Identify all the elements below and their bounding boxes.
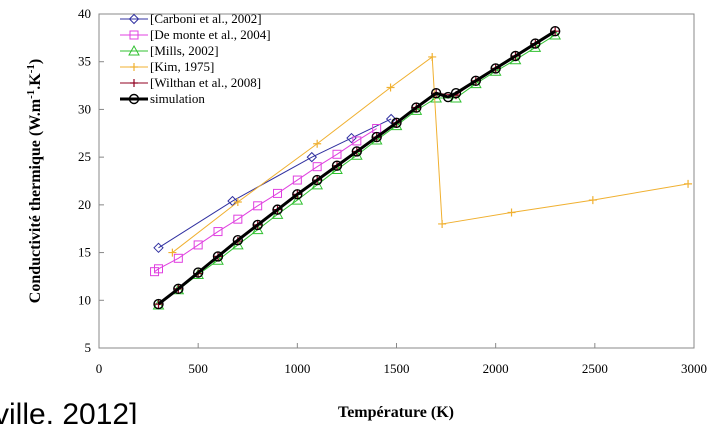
legend-label: [De monte et al., 2004] xyxy=(150,27,271,42)
series-circle-5 xyxy=(153,25,561,310)
y-axis-title-end: ) xyxy=(27,59,44,64)
y-axis-title-main: Conductivité thermique (W.m xyxy=(27,98,44,303)
data-point xyxy=(332,149,342,159)
data-point xyxy=(153,298,164,310)
data-point xyxy=(313,139,322,148)
data-point xyxy=(411,102,422,113)
x-tick-label: 2500 xyxy=(582,361,608,376)
data-point xyxy=(430,88,442,99)
series-line xyxy=(157,29,556,306)
data-point xyxy=(438,219,447,228)
legend-label: [Wilthan et al., 2008] xyxy=(150,75,261,90)
x-tick-label: 3000 xyxy=(681,361,707,376)
data-point xyxy=(684,179,693,188)
series-line xyxy=(158,118,392,249)
y-axis-title-sup2: -1 xyxy=(25,64,37,73)
data-point xyxy=(173,283,184,295)
data-point xyxy=(470,75,482,87)
series-square-1 xyxy=(150,124,382,277)
data-point xyxy=(490,63,501,74)
data-point xyxy=(331,160,343,171)
data-point xyxy=(291,194,304,205)
y-tick-label: 20 xyxy=(78,197,91,212)
data-point xyxy=(168,248,177,257)
legend-marker xyxy=(128,93,140,105)
data-point xyxy=(154,300,163,309)
data-point xyxy=(306,151,318,163)
data-point xyxy=(273,188,282,198)
data-point xyxy=(386,83,395,92)
x-tick-label: 500 xyxy=(188,361,208,376)
data-point xyxy=(588,196,597,205)
data-point xyxy=(232,234,244,246)
data-point xyxy=(428,52,437,61)
data-point xyxy=(173,253,183,263)
legend: [Carboni et al., 2002][De monte et al., … xyxy=(120,11,271,106)
data-point xyxy=(391,117,402,128)
y-tick-label: 40 xyxy=(78,6,91,21)
x-axis-title: Température (K) xyxy=(338,404,454,421)
series-plus-3 xyxy=(168,52,693,257)
legend-label: [Mills, 2002] xyxy=(150,43,219,58)
data-point xyxy=(193,240,203,250)
x-tick-label: 1500 xyxy=(384,361,410,376)
legend-marker xyxy=(128,44,140,56)
legend-marker xyxy=(129,30,139,40)
x-tick-label: 0 xyxy=(96,361,103,376)
data-point xyxy=(233,197,242,206)
data-point xyxy=(292,175,302,185)
data-point xyxy=(253,201,263,211)
data-point xyxy=(272,204,283,215)
legend-marker xyxy=(130,79,138,87)
ticks-layer: 0 500 1000 1500 2000 2500 3000 5 10 15 20 25 30 35 40 xyxy=(78,6,707,376)
legend-marker xyxy=(130,63,138,71)
data-point xyxy=(233,214,243,224)
legend-label: [Kim, 1975] xyxy=(150,59,214,74)
data-point xyxy=(192,267,204,278)
data-point xyxy=(212,251,224,262)
data-point xyxy=(549,25,561,37)
y-tick-label: 30 xyxy=(78,101,91,116)
data-point xyxy=(530,38,541,49)
y-tick-label: 25 xyxy=(78,149,91,164)
y-tick-label: 5 xyxy=(85,340,92,355)
y-axis-title: Conductivité thermique (W.m-1.K-1) xyxy=(25,59,44,303)
legend-label: simulation xyxy=(150,91,205,106)
y-axis-title-mid: .K xyxy=(27,73,44,90)
series-diamond-0 xyxy=(153,113,397,254)
y-tick-label: 35 xyxy=(78,54,91,69)
data-point xyxy=(385,113,397,125)
x-tick-label: 2000 xyxy=(483,361,509,376)
y-tick-label: 10 xyxy=(78,292,91,307)
series-layer xyxy=(150,25,693,310)
data-point xyxy=(312,162,322,172)
data-point xyxy=(371,131,382,143)
data-point xyxy=(153,242,164,254)
data-point xyxy=(311,174,323,186)
legend-label: [Carboni et al., 2002] xyxy=(150,11,262,26)
data-point xyxy=(154,264,163,274)
data-point xyxy=(213,227,223,237)
data-point xyxy=(507,208,516,217)
data-point xyxy=(351,146,363,157)
legend-marker xyxy=(128,13,140,25)
cut-off-caption: ville, 2012] xyxy=(0,398,137,424)
data-point xyxy=(450,88,462,99)
y-tick-label: 15 xyxy=(78,245,91,260)
data-point xyxy=(352,136,362,146)
series-line xyxy=(154,128,377,273)
data-point xyxy=(510,50,521,62)
data-point xyxy=(252,219,263,231)
data-point xyxy=(292,189,303,200)
x-tick-label: 1000 xyxy=(284,361,310,376)
y-axis-title-sup1: -1 xyxy=(25,90,37,99)
